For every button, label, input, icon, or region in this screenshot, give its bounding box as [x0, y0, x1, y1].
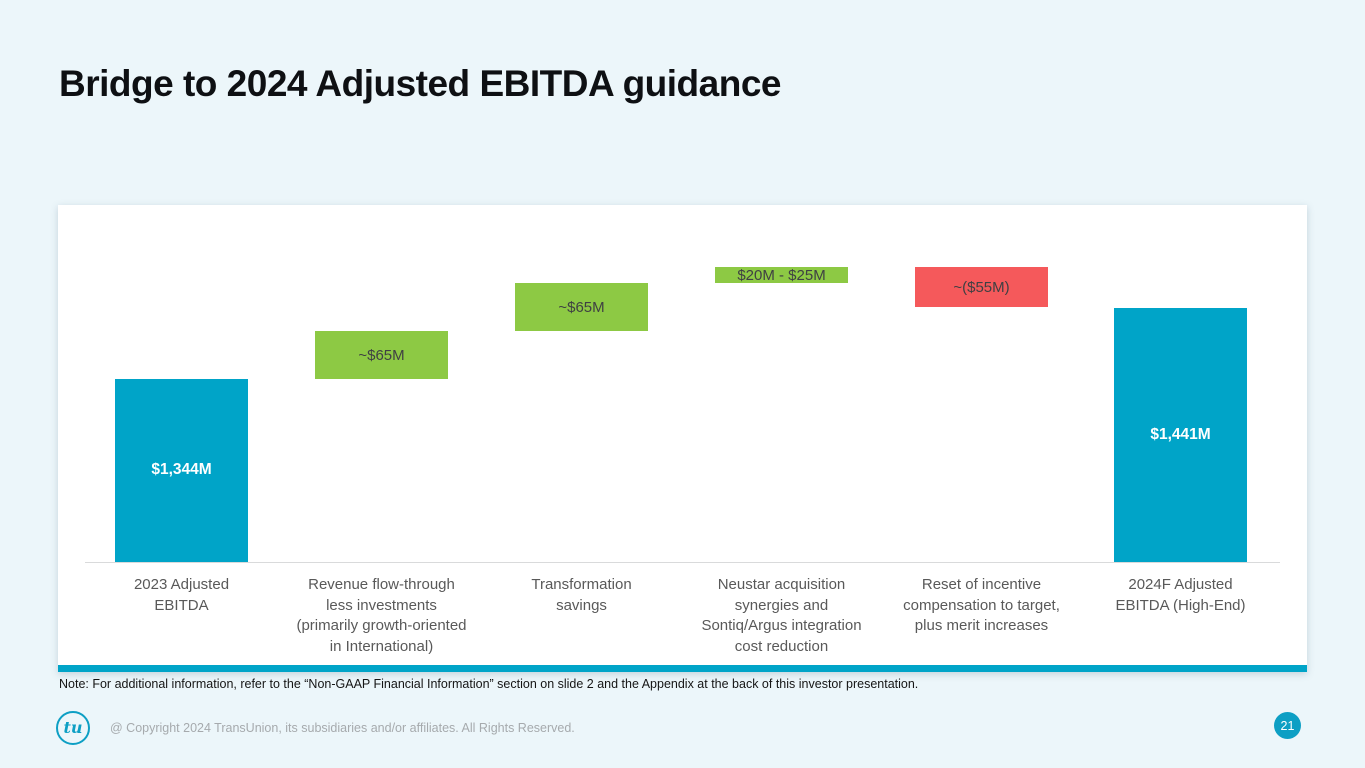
transunion-logo-text: tu: [63, 717, 83, 737]
page-number-badge: 21: [1274, 712, 1301, 739]
category-labels: 2023 Adjusted EBITDA Revenue flow-through l…: [58, 575, 1307, 665]
waterfall-bar-2: ~$65M: [315, 331, 448, 379]
category-label-4: Neustar acquisition synergies and Sontiq/A…: [701, 576, 862, 655]
waterfall-bar-1: $1,344M: [115, 378, 248, 562]
bar-value-label: $1,441M: [1150, 425, 1211, 443]
accent-strip: [58, 665, 1307, 672]
waterfall-bar-3: ~$65M: [515, 283, 648, 332]
category-label-1: 2023 Adjusted EBITDA: [133, 576, 230, 614]
copyright-text: @ Copyright 2024 TransUnion, its subsidi…: [110, 721, 575, 735]
waterfall-bar-4: $20M - $25M: [715, 267, 848, 284]
waterfall-bar-6: $1,441M: [1114, 307, 1247, 562]
slide-title: Bridge to 2024 Adjusted EBITDA guidance: [59, 63, 781, 104]
bar-value-label: $20M - $25M: [737, 266, 826, 284]
transunion-logo: tu: [56, 711, 90, 745]
category-label-3: Transformation savings: [531, 576, 632, 614]
bar-value-label: ~$65M: [358, 346, 405, 364]
bar-value-label: $1,344M: [151, 461, 212, 479]
category-label-6: 2024F Adjusted EBITDA (High-End): [1115, 576, 1246, 614]
bar-value-label: ~$65M: [558, 298, 605, 316]
category-label-5: Reset of incentive compensation to target…: [903, 576, 1060, 634]
footnote: Note: For additional information, refer …: [59, 677, 919, 691]
bar-value-label: ~($55M): [953, 278, 1010, 296]
x-axis-line: [85, 562, 1280, 563]
category-label-2: Revenue flow-through less investments (pri…: [296, 576, 467, 655]
waterfall-bar-5: ~($55M): [915, 266, 1048, 308]
chart-card: $1,344M ~$65M ~$65M $20M - $25M ~($55M) $1,44…: [58, 205, 1307, 672]
waterfall-chart: $1,344M ~$65M ~$65M $20M - $25M ~($55M) $1,44…: [58, 205, 1307, 672]
